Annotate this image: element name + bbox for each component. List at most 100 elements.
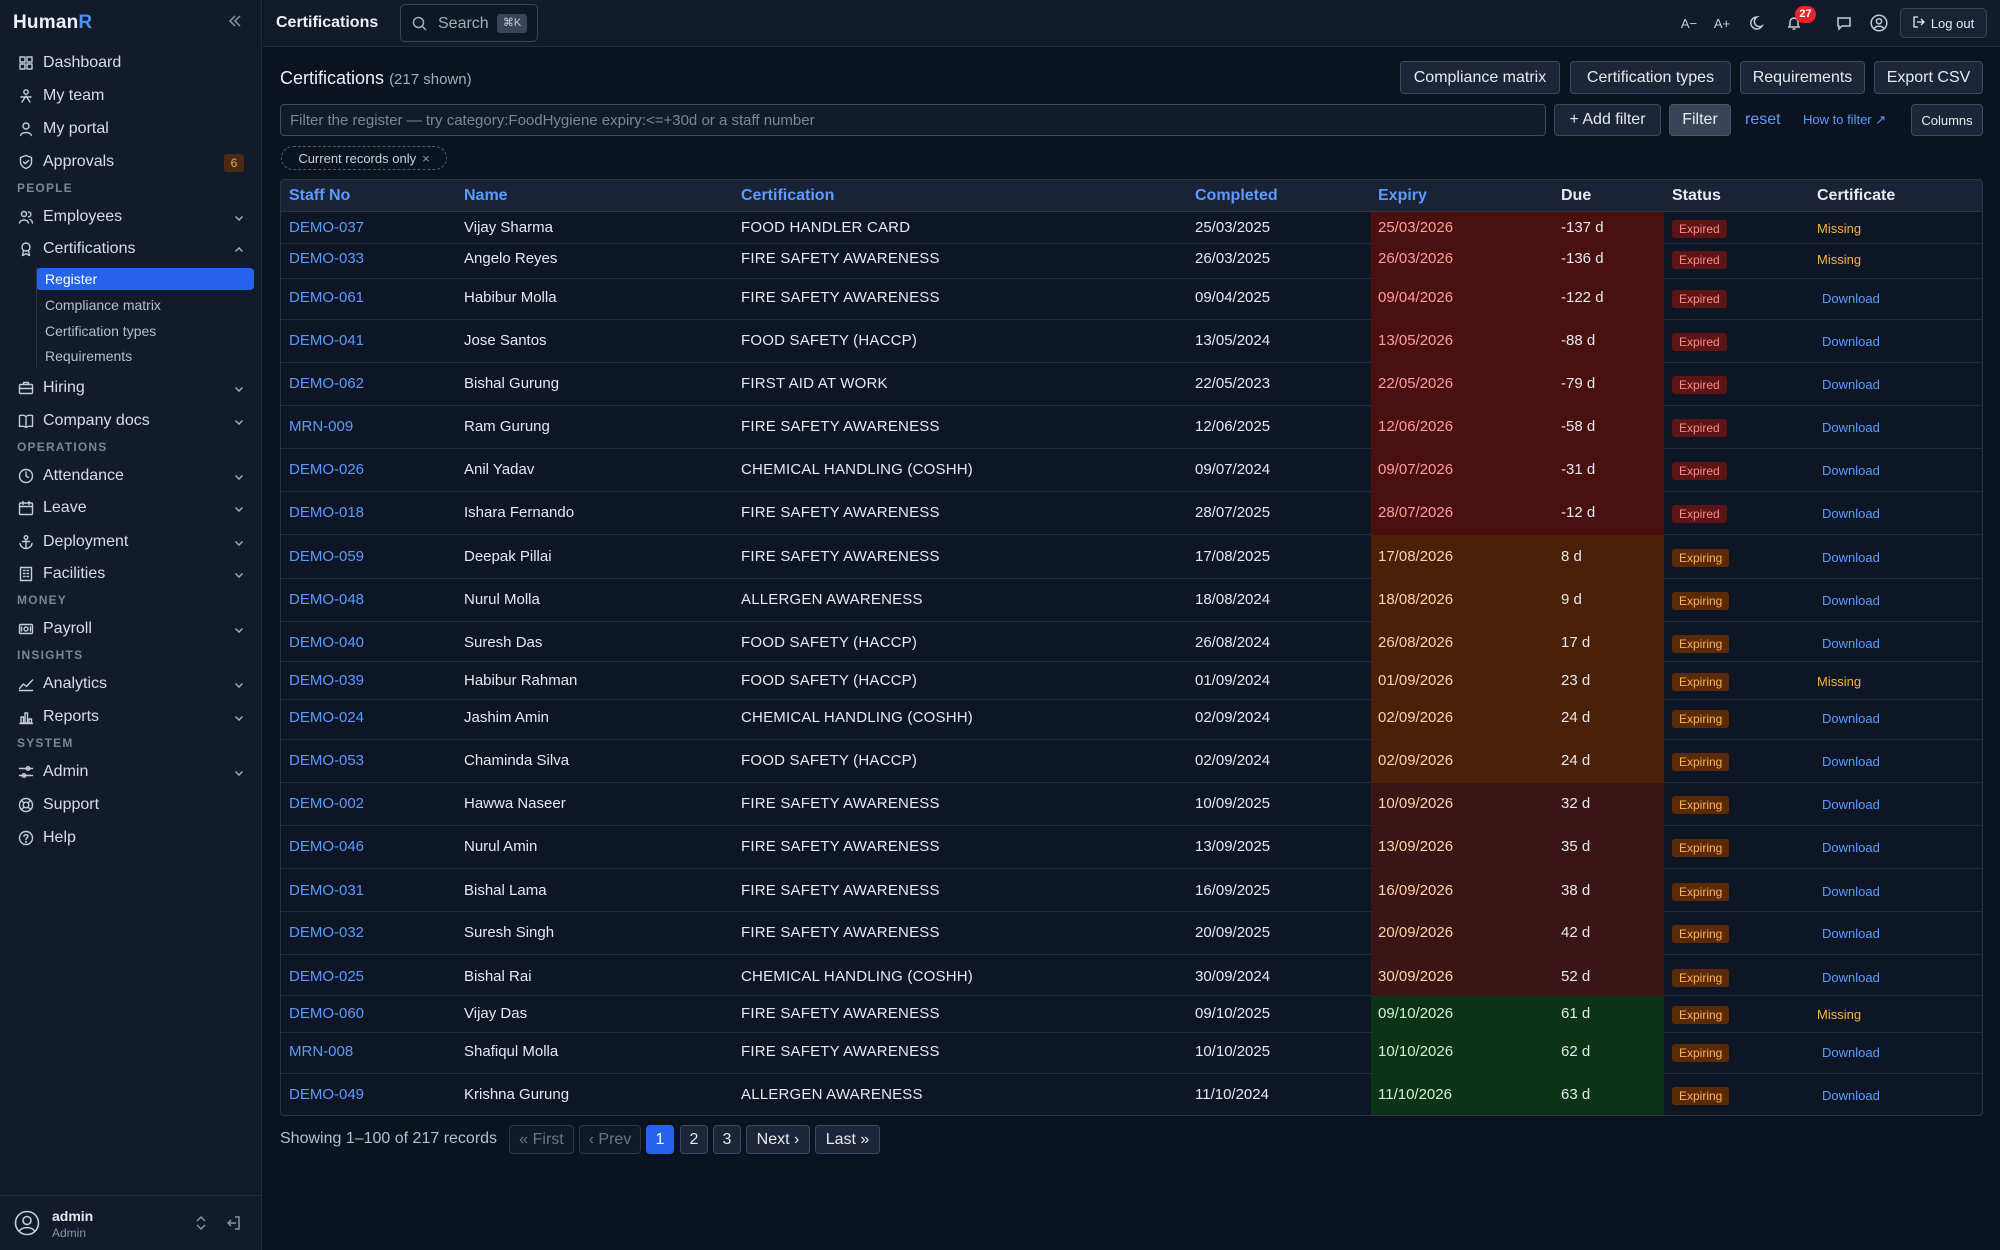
certificate-download-link[interactable]: Download (1822, 884, 1880, 899)
sidebar-item-company-docs[interactable]: Company docs (0, 406, 262, 436)
certificate-download-link[interactable]: Download (1822, 593, 1880, 608)
col-staff-no[interactable]: Staff No (289, 187, 351, 204)
sidebar-subitem-compliance-matrix[interactable]: Compliance matrix (45, 297, 161, 313)
chevron-down-icon[interactable] (233, 678, 245, 690)
staff-no-link[interactable]: DEMO-031 (289, 882, 365, 899)
chevron-down-icon[interactable] (233, 382, 245, 394)
export-csv-button[interactable]: Export CSV (1874, 61, 1983, 94)
page-prev-button[interactable]: ‹ Prev (579, 1125, 641, 1154)
font-decrease-button[interactable]: A− (1680, 15, 1698, 31)
staff-no-link[interactable]: DEMO-018 (289, 504, 365, 521)
staff-no-link[interactable]: DEMO-062 (289, 375, 365, 392)
staff-no-link[interactable]: DEMO-025 (289, 968, 365, 985)
global-search[interactable]: Search ⌘K (400, 4, 538, 42)
notifications-bell-icon[interactable] (1783, 12, 1805, 34)
sidebar-item-leave[interactable]: Leave (0, 493, 262, 523)
profile-icon[interactable] (1868, 12, 1890, 34)
col-completed[interactable]: Completed (1195, 187, 1278, 204)
sidebar-item-approvals[interactable]: Approvals 6 (0, 147, 262, 177)
certificate-download-link[interactable]: Download (1822, 506, 1880, 521)
chevron-up-icon[interactable] (233, 243, 245, 255)
chevron-down-icon[interactable] (233, 211, 245, 223)
chevron-down-icon[interactable] (233, 470, 245, 482)
certificate-download-link[interactable]: Download (1822, 377, 1880, 392)
page-1-button[interactable]: 1 (646, 1125, 674, 1154)
messages-icon[interactable] (1833, 12, 1855, 34)
switch-user-icon[interactable] (193, 1215, 209, 1231)
col-expiry[interactable]: Expiry (1378, 187, 1427, 204)
sidebar-item-certifications[interactable]: Certifications (0, 234, 262, 264)
staff-no-link[interactable]: MRN-009 (289, 418, 354, 435)
certificate-download-link[interactable]: Download (1822, 711, 1880, 726)
certificate-download-link[interactable]: Download (1822, 926, 1880, 941)
chevron-down-icon[interactable] (233, 766, 245, 778)
page-first-button[interactable]: « First (509, 1125, 574, 1154)
sidebar-subitem-requirements[interactable]: Requirements (45, 348, 133, 364)
sidebar-item-dashboard[interactable]: Dashboard (0, 48, 262, 78)
certificate-download-link[interactable]: Download (1822, 420, 1880, 435)
page-3-button[interactable]: 3 (713, 1125, 741, 1154)
chevron-down-icon[interactable] (233, 711, 245, 723)
page-last-button[interactable]: Last » (815, 1125, 880, 1154)
columns-button[interactable]: Columns (1911, 104, 1983, 136)
chevron-down-icon[interactable] (233, 415, 245, 427)
chevron-down-icon[interactable] (233, 536, 245, 548)
user-avatar-icon[interactable] (14, 1210, 40, 1236)
sidebar-item-reports[interactable]: Reports (0, 702, 262, 732)
certificate-download-link[interactable]: Download (1822, 754, 1880, 769)
sidebar-item-support[interactable]: Support (0, 790, 262, 820)
sidebar-item-my-team[interactable]: My team (0, 81, 262, 111)
staff-no-link[interactable]: DEMO-060 (289, 1005, 365, 1022)
sidebar-item-help[interactable]: Help (0, 823, 262, 853)
staff-no-link[interactable]: MRN-008 (289, 1043, 354, 1060)
chevron-down-icon[interactable] (233, 502, 245, 514)
logout-button[interactable]: Log out (1900, 8, 1987, 38)
filter-button[interactable]: Filter (1669, 104, 1731, 136)
certificate-download-link[interactable]: Download (1822, 1088, 1880, 1103)
certificate-download-link[interactable]: Download (1822, 291, 1880, 306)
staff-no-link[interactable]: DEMO-046 (289, 838, 365, 855)
sidebar-subitem-certification-types[interactable]: Certification types (45, 323, 157, 339)
chevron-down-icon[interactable] (233, 568, 245, 580)
staff-no-link[interactable]: DEMO-041 (289, 332, 365, 349)
app-logo[interactable]: HumanR (13, 12, 93, 33)
staff-no-link[interactable]: DEMO-032 (289, 924, 365, 941)
reset-link[interactable]: reset (1745, 111, 1781, 128)
staff-no-link[interactable]: DEMO-026 (289, 461, 365, 478)
staff-no-link[interactable]: DEMO-049 (289, 1086, 365, 1103)
certificate-download-link[interactable]: Download (1822, 797, 1880, 812)
page-next-button[interactable]: Next › (746, 1125, 810, 1154)
certification-types-button[interactable]: Certification types (1570, 61, 1731, 94)
add-filter-button[interactable]: + Add filter (1554, 104, 1661, 136)
certificate-download-link[interactable]: Download (1822, 463, 1880, 478)
collapse-sidebar-icon[interactable] (226, 13, 244, 31)
certificate-download-link[interactable]: Download (1822, 1045, 1880, 1060)
col-name[interactable]: Name (464, 187, 508, 204)
sidebar-item-attendance[interactable]: Attendance (0, 461, 262, 491)
how-to-filter-link[interactable]: How to filter ↗ (1803, 112, 1887, 127)
sidebar-item-deployment[interactable]: Deployment (0, 527, 262, 557)
certificate-download-link[interactable]: Download (1822, 550, 1880, 565)
sidebar-item-analytics[interactable]: Analytics (0, 669, 262, 699)
staff-no-link[interactable]: DEMO-048 (289, 591, 365, 608)
certificate-download-link[interactable]: Download (1822, 840, 1880, 855)
staff-no-link[interactable]: DEMO-040 (289, 634, 365, 651)
sidebar-item-my-portal[interactable]: My portal (0, 114, 262, 144)
sidebar-item-hiring[interactable]: Hiring (0, 373, 262, 403)
staff-no-link[interactable]: DEMO-002 (289, 795, 365, 812)
staff-no-link[interactable]: DEMO-059 (289, 548, 365, 565)
sidebar-item-admin[interactable]: Admin (0, 757, 262, 787)
sidebar-logout-icon[interactable] (226, 1215, 242, 1231)
dark-mode-icon[interactable] (1747, 12, 1769, 34)
staff-no-link[interactable]: DEMO-061 (289, 289, 365, 306)
remove-chip-icon[interactable]: × (422, 150, 430, 166)
staff-no-link[interactable]: DEMO-037 (289, 219, 365, 236)
page-2-button[interactable]: 2 (680, 1125, 708, 1154)
certificate-download-link[interactable]: Download (1822, 334, 1880, 349)
sidebar-item-employees[interactable]: Employees (0, 202, 262, 232)
certificate-download-link[interactable]: Download (1822, 636, 1880, 651)
sidebar-item-payroll[interactable]: Payroll (0, 614, 262, 644)
sidebar-subitem-register[interactable]: Register (36, 268, 254, 290)
sidebar-item-facilities[interactable]: Facilities (0, 559, 262, 589)
staff-no-link[interactable]: DEMO-053 (289, 752, 365, 769)
